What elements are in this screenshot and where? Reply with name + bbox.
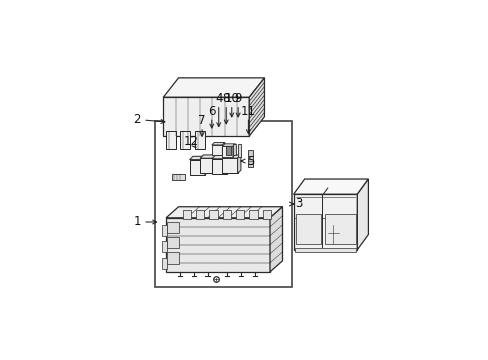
Bar bbox=[237, 144, 241, 157]
Polygon shape bbox=[163, 97, 249, 136]
Bar bbox=[162, 258, 166, 269]
Polygon shape bbox=[249, 78, 264, 136]
Text: 6: 6 bbox=[207, 105, 215, 118]
Polygon shape bbox=[166, 218, 269, 272]
Polygon shape bbox=[211, 143, 224, 145]
Bar bbox=[248, 150, 252, 167]
Text: 11: 11 bbox=[241, 105, 255, 118]
Bar bbox=[235, 210, 244, 219]
Polygon shape bbox=[222, 155, 241, 158]
Bar bbox=[155, 121, 292, 287]
Text: 9: 9 bbox=[234, 92, 242, 105]
Polygon shape bbox=[180, 131, 189, 149]
Text: 3: 3 bbox=[295, 198, 302, 211]
Bar bbox=[162, 242, 166, 252]
Bar bbox=[294, 248, 355, 252]
Text: 8: 8 bbox=[222, 92, 229, 105]
Polygon shape bbox=[189, 159, 204, 175]
Text: 1: 1 bbox=[133, 216, 141, 229]
Polygon shape bbox=[293, 179, 367, 194]
Bar bbox=[222, 210, 230, 219]
Bar bbox=[226, 146, 230, 156]
Polygon shape bbox=[269, 207, 282, 272]
Polygon shape bbox=[211, 159, 226, 174]
Text: 7: 7 bbox=[198, 114, 205, 127]
Polygon shape bbox=[166, 131, 175, 149]
Polygon shape bbox=[293, 194, 357, 250]
Polygon shape bbox=[204, 156, 208, 175]
Polygon shape bbox=[357, 179, 367, 250]
Bar bbox=[262, 210, 270, 219]
Text: 2: 2 bbox=[133, 113, 141, 126]
Bar bbox=[249, 210, 257, 219]
Bar bbox=[167, 252, 178, 264]
Polygon shape bbox=[222, 158, 237, 174]
Polygon shape bbox=[222, 144, 235, 146]
Polygon shape bbox=[211, 145, 222, 156]
Bar bbox=[183, 210, 191, 219]
Bar bbox=[167, 237, 178, 248]
Bar bbox=[325, 214, 355, 244]
Polygon shape bbox=[163, 78, 264, 97]
Bar bbox=[209, 210, 217, 219]
Polygon shape bbox=[166, 207, 282, 218]
Bar bbox=[162, 225, 166, 236]
Bar bbox=[196, 210, 204, 219]
Polygon shape bbox=[211, 156, 230, 159]
Bar bbox=[232, 144, 236, 156]
Polygon shape bbox=[195, 131, 204, 149]
Bar bbox=[296, 214, 320, 244]
Polygon shape bbox=[222, 146, 232, 157]
Polygon shape bbox=[232, 144, 235, 157]
Bar bbox=[167, 222, 178, 233]
Polygon shape bbox=[200, 158, 215, 174]
Polygon shape bbox=[215, 155, 218, 174]
Polygon shape bbox=[200, 155, 218, 158]
Text: 12: 12 bbox=[183, 135, 198, 148]
Text: 4: 4 bbox=[215, 92, 222, 105]
Polygon shape bbox=[237, 155, 241, 174]
Text: 5: 5 bbox=[246, 154, 254, 167]
Polygon shape bbox=[226, 156, 230, 174]
Text: 10: 10 bbox=[224, 92, 239, 105]
Bar bbox=[171, 174, 185, 180]
Polygon shape bbox=[222, 143, 224, 156]
Polygon shape bbox=[189, 156, 208, 159]
